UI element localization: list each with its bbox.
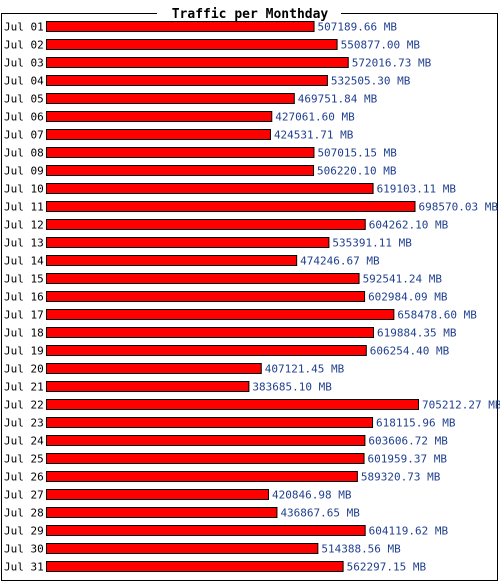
traffic-bar: [46, 453, 365, 464]
day-label: Jul 05: [4, 93, 44, 106]
traffic-bar: [46, 255, 298, 266]
day-label: Jul 27: [4, 489, 44, 502]
day-label: Jul 11: [4, 201, 44, 214]
traffic-bar: [46, 273, 360, 284]
day-label: Jul 15: [4, 273, 44, 286]
day-label: Jul 28: [4, 507, 44, 520]
day-label: Jul 13: [4, 237, 44, 250]
day-label: Jul 26: [4, 471, 44, 484]
day-label: Jul 08: [4, 147, 44, 160]
traffic-bar: [46, 345, 367, 356]
value-label: 383685.10 MB: [252, 381, 332, 394]
traffic-bar: [46, 21, 315, 32]
day-label: Jul 10: [4, 183, 44, 196]
day-label: Jul 09: [4, 165, 44, 178]
day-label: Jul 06: [4, 111, 44, 124]
traffic-bar: [46, 561, 344, 572]
traffic-bar: [46, 435, 366, 446]
day-label: Jul 18: [4, 327, 44, 340]
traffic-bar: [46, 417, 374, 428]
day-label: Jul 07: [4, 129, 44, 142]
traffic-bar: [46, 129, 271, 140]
value-label: 592541.24 MB: [363, 273, 443, 286]
traffic-bar: [46, 525, 366, 536]
day-label: Jul 01: [4, 21, 44, 34]
traffic-bar: [46, 507, 278, 518]
day-label: Jul 30: [4, 543, 44, 556]
day-label: Jul 20: [4, 363, 44, 376]
traffic-bar: [46, 543, 319, 554]
value-label: 572016.73 MB: [352, 57, 432, 70]
traffic-bar: [46, 75, 328, 86]
value-label: 602984.09 MB: [368, 291, 448, 304]
value-label: 469751.84 MB: [298, 93, 378, 106]
value-label: 550877.00 MB: [341, 39, 421, 52]
day-label: Jul 17: [4, 309, 44, 322]
day-label: Jul 19: [4, 345, 44, 358]
value-label: 589320.73 MB: [361, 471, 441, 484]
value-label: 507015.15 MB: [317, 147, 397, 160]
day-label: Jul 02: [4, 39, 44, 52]
traffic-bar: [46, 93, 295, 104]
traffic-bar: [46, 165, 315, 176]
traffic-bar: [46, 237, 330, 248]
traffic-bar: [46, 399, 419, 410]
traffic-bar: [46, 183, 374, 194]
traffic-bar: [46, 111, 273, 122]
day-label: Jul 23: [4, 417, 44, 430]
day-label: Jul 24: [4, 435, 44, 448]
day-label: Jul 12: [4, 219, 44, 232]
value-label: 604262.10 MB: [369, 219, 449, 232]
day-label: Jul 04: [4, 75, 44, 88]
value-label: 619884.35 MB: [377, 327, 457, 340]
traffic-bar: [46, 327, 374, 338]
value-label: 535391.11 MB: [332, 237, 412, 250]
value-label: 601959.37 MB: [368, 453, 448, 466]
value-label: 619103.11 MB: [377, 183, 457, 196]
traffic-bar: [46, 219, 366, 230]
value-label: 562297.15 MB: [347, 561, 427, 574]
chart-rows: Jul 01 507189.66 MB Jul 02 550877.00 MB Jul …: [4, 21, 500, 574]
day-label: Jul 03: [4, 57, 44, 70]
value-label: 436867.65 MB: [280, 507, 360, 520]
value-label: 606254.40 MB: [370, 345, 450, 358]
traffic-bar: [46, 39, 338, 50]
traffic-bar: [46, 57, 349, 68]
day-label: Jul 21: [4, 381, 44, 394]
value-label: 658478.60 MB: [397, 309, 477, 322]
value-label: 427061.60 MB: [275, 111, 355, 124]
day-label: Jul 16: [4, 291, 44, 304]
chart-title-background: [157, 5, 341, 21]
value-label: 506220.10 MB: [317, 165, 397, 178]
day-label: Jul 25: [4, 453, 44, 466]
traffic-bar: [46, 471, 358, 482]
traffic-bar: [46, 201, 416, 212]
day-label: Jul 22: [4, 399, 44, 412]
value-label: 604119.62 MB: [369, 525, 449, 538]
value-label: 603606.72 MB: [368, 435, 448, 448]
value-label: 532505.30 MB: [331, 75, 411, 88]
traffic-bar: [46, 489, 269, 500]
value-label: 424531.71 MB: [274, 129, 354, 142]
traffic-bar: [46, 291, 366, 302]
value-label: 618115.96 MB: [376, 417, 456, 430]
value-label: 420846.98 MB: [272, 489, 352, 502]
traffic-bar: [46, 147, 315, 158]
chart-title: Traffic per Monthday: [172, 7, 329, 22]
value-label: 507189.66 MB: [318, 21, 398, 34]
day-label: Jul 29: [4, 525, 44, 538]
value-label: 407121.45 MB: [265, 363, 345, 376]
traffic-bar: [46, 363, 262, 374]
traffic-bar: [46, 309, 395, 320]
day-label: Jul 14: [4, 255, 44, 268]
value-label: 698570.03 MB: [418, 201, 498, 214]
value-label: 705212.27 MB: [422, 399, 500, 412]
day-label: Jul 31: [4, 561, 44, 574]
value-label: 514388.56 MB: [321, 543, 401, 556]
traffic-bar: [46, 381, 250, 392]
value-label: 474246.67 MB: [300, 255, 380, 268]
